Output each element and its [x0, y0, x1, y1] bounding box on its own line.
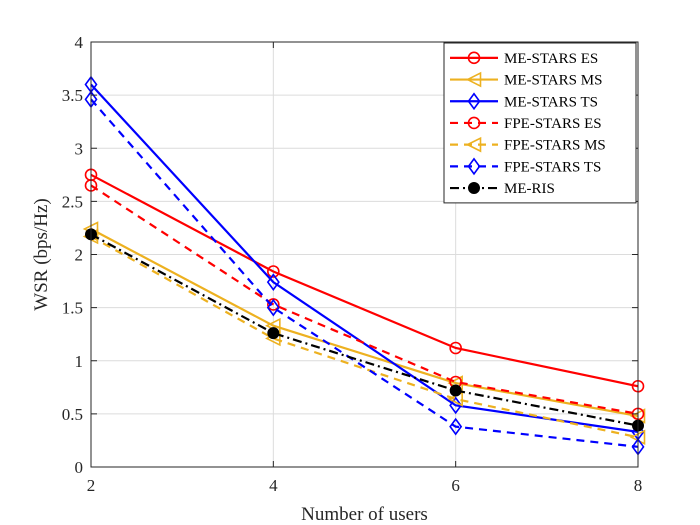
legend-marker — [465, 136, 482, 153]
legend-marker — [467, 51, 481, 65]
data-point — [266, 273, 280, 291]
legend-box — [443, 42, 637, 204]
legend-entry: FPE-STARS TS — [450, 157, 601, 176]
legend-marker — [467, 92, 481, 111]
y-tick-label: 2.5 — [62, 192, 83, 211]
data-point — [267, 327, 280, 340]
x-tick-label: 2 — [87, 476, 96, 495]
series-line — [90, 233, 639, 427]
legend-label: FPE-STARS TS — [504, 159, 601, 175]
series-line — [90, 235, 639, 439]
y-tick-label: 4 — [75, 33, 84, 52]
legend-label: ME-STARS ES — [504, 51, 598, 67]
y-tick-label: 2 — [75, 246, 84, 265]
legend-entry: FPE-STARS MS — [450, 136, 606, 154]
y-tick-label: 3.5 — [62, 86, 83, 105]
series-line — [90, 173, 639, 388]
legend-entry: ME-STARS MS — [450, 71, 602, 89]
x-tick-label: 8 — [634, 476, 643, 495]
legend-marker — [467, 116, 481, 130]
data-point — [449, 417, 463, 436]
data-point — [267, 265, 280, 278]
data-point — [449, 341, 462, 355]
x-tick-label: 4 — [269, 476, 278, 495]
legend-label: ME-STARS MS — [504, 73, 602, 89]
series-me-stars-es — [84, 168, 645, 393]
series-line — [90, 184, 639, 415]
legend-label: FPE-STARS ES — [504, 116, 602, 132]
legend-marker — [465, 71, 482, 88]
y-axis-label: WSR (bps/Hz) — [31, 198, 52, 310]
y-tick-label: 1.5 — [62, 299, 83, 318]
y-tick-label: 3 — [75, 139, 84, 158]
tick-labels: 2 4 6 8 0 0.5 1 1.5 2 2.5 3 3.5 4 — [62, 33, 643, 495]
x-tick-label: 6 — [451, 476, 460, 495]
x-axis-label: Number of users — [301, 504, 428, 525]
legend-entry: ME-STARS TS — [450, 92, 598, 111]
legend-entry: FPE-STARS ES — [450, 116, 602, 132]
series-line — [90, 98, 639, 448]
y-tick-label: 1 — [75, 352, 84, 371]
series-layer — [82, 75, 646, 456]
legend-entry: ME-RIS — [450, 181, 555, 197]
y-tick-label: 0.5 — [62, 405, 83, 424]
legend-marker — [467, 157, 481, 176]
data-point — [449, 396, 463, 415]
data-point — [449, 384, 462, 397]
y-tick-label: 0 — [75, 458, 84, 477]
data-point — [266, 298, 280, 317]
legend: ME-STARS ES ME-STARS MS ME-STARS TS FPE-STA… — [443, 42, 637, 204]
legend-label: ME-RIS — [504, 181, 555, 197]
series-line — [90, 228, 639, 418]
legend-marker — [468, 182, 480, 195]
legend-label: FPE-STARS MS — [504, 138, 606, 154]
legend-label: ME-STARS TS — [504, 94, 598, 110]
legend-entry: ME-STARS ES — [450, 51, 598, 67]
